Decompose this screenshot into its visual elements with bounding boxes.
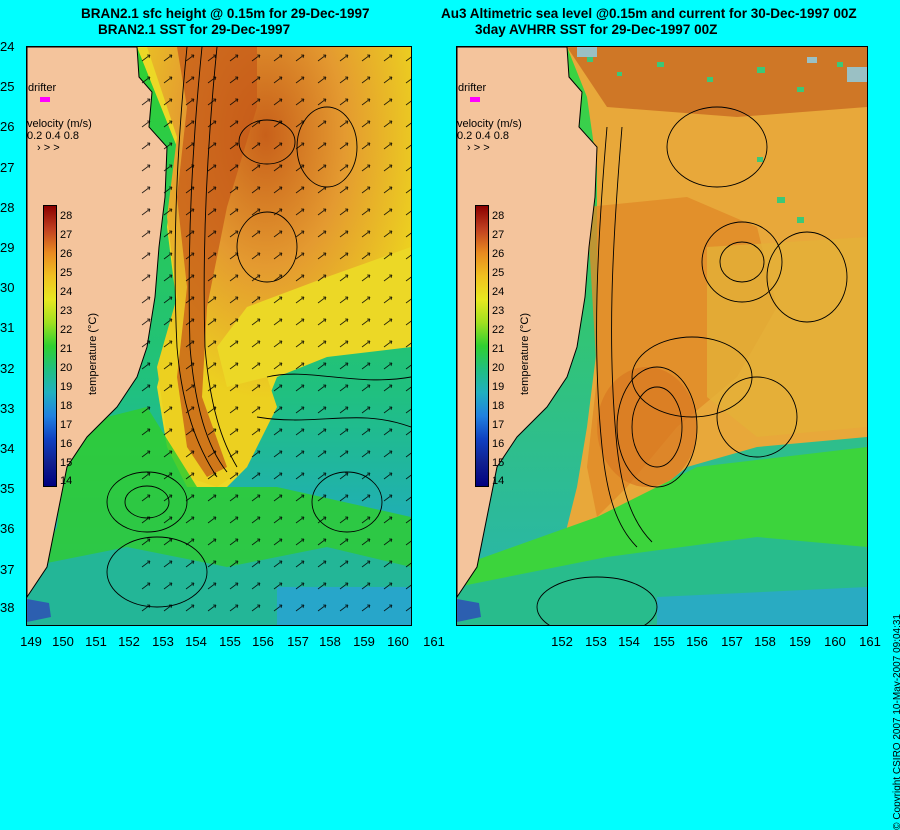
lat-label: 28 [0, 200, 15, 215]
colorbar-tick: 16 [60, 438, 73, 450]
drifter-marker-icon [470, 97, 480, 102]
lon-label: 153 [585, 634, 607, 649]
lat-label: 24 [0, 39, 15, 54]
drifter-legend-right: drifter [458, 82, 486, 102]
lat-label: 26 [0, 119, 15, 134]
lon-label: 151 [85, 634, 107, 649]
drifter-label: drifter [458, 82, 487, 94]
colorbar-tick: 23 [492, 305, 505, 317]
lat-label: 35 [0, 481, 15, 496]
colorbar-tick: 20 [492, 362, 505, 374]
lon-label: 157 [721, 634, 743, 649]
lat-label: 32 [0, 361, 15, 376]
lat-label: 27 [0, 160, 15, 175]
lat-label: 34 [0, 441, 15, 456]
colorbar-tick: 19 [492, 381, 505, 393]
velocity-legend-left: velocity (m/s) 0.2 0.4 0.8 › > > [27, 118, 92, 154]
lat-label: 30 [0, 280, 15, 295]
lon-label: 155 [219, 634, 241, 649]
colorbar-tick: 16 [492, 438, 505, 450]
colorbar-tick: 14 [492, 475, 505, 487]
lon-label: 157 [287, 634, 309, 649]
lon-label: 149 [20, 634, 42, 649]
left-map-panel [26, 46, 412, 626]
colorbar-tick: 26 [60, 248, 73, 260]
colorbar-tick: 18 [60, 400, 73, 412]
colorbar-tick: 15 [492, 457, 505, 469]
colorbar-tick: 17 [60, 419, 73, 431]
colorbar-tick: 24 [60, 286, 73, 298]
lon-label: 152 [118, 634, 140, 649]
lon-label: 154 [618, 634, 640, 649]
lon-label: 159 [789, 634, 811, 649]
drifter-label: drifter [28, 82, 57, 94]
drifter-marker-icon [40, 97, 50, 102]
lon-label: 158 [319, 634, 341, 649]
left-title-line1: BRAN2.1 sfc height @ 0.15m for 29-Dec-19… [81, 6, 370, 21]
colorbar-tick: 21 [492, 343, 505, 355]
colorbar-tick: 25 [492, 267, 505, 279]
colorbar-label: temperature (°C) [519, 312, 531, 395]
lon-label: 153 [152, 634, 174, 649]
colorbar-tick: 21 [60, 343, 73, 355]
left-sst-map [27, 47, 411, 625]
velocity-label: velocity (m/s) [457, 118, 522, 130]
lat-label: 36 [0, 521, 15, 536]
lon-label: 154 [185, 634, 207, 649]
colorbar-tick: 24 [492, 286, 505, 298]
lon-label: 160 [824, 634, 846, 649]
lon-label: 158 [754, 634, 776, 649]
velocity-scale: 0.2 0.4 0.8 [27, 130, 79, 142]
colorbar-tick: 28 [492, 210, 505, 222]
lon-label: 156 [686, 634, 708, 649]
lat-label: 38 [0, 600, 15, 615]
right-sst-map [457, 47, 867, 625]
colorbar-tick: 15 [60, 457, 73, 469]
colorbar-tick: 26 [492, 248, 505, 260]
colorbar-tick: 18 [492, 400, 505, 412]
colorbar-tick: 25 [60, 267, 73, 279]
copyright-text: © Copyright CSIRO 2007 10-May-2007 09:04… [892, 614, 900, 830]
lon-label: 150 [52, 634, 74, 649]
colorbar-tick: 23 [60, 305, 73, 317]
colorbar-tick: 19 [60, 381, 73, 393]
right-map-panel [456, 46, 868, 626]
lat-label: 31 [0, 320, 15, 335]
lon-label: 161 [859, 634, 881, 649]
lat-label: 29 [0, 240, 15, 255]
velocity-arrows-icon: › > > [467, 142, 490, 154]
colorbar-tick: 22 [60, 324, 73, 336]
lon-label: 152 [551, 634, 573, 649]
right-title-line1: Au3 Altimetric sea level @0.15m and curr… [441, 6, 857, 21]
lon-label: 159 [353, 634, 375, 649]
lat-label: 33 [0, 401, 15, 416]
colorbar-tick: 14 [60, 475, 73, 487]
velocity-arrows-icon: › > > [37, 142, 60, 154]
colorbar-tick: 27 [492, 229, 505, 241]
colorbar-gradient [43, 205, 57, 487]
right-title-line2: 3day AVHRR SST for 29-Dec-1997 00Z [475, 22, 718, 37]
colorbar-tick: 17 [492, 419, 505, 431]
colorbar-tick: 27 [60, 229, 73, 241]
velocity-scale: 0.2 0.4 0.8 [457, 130, 509, 142]
colorbar-tick: 22 [492, 324, 505, 336]
lon-label: 161 [423, 634, 445, 649]
colorbar-label: temperature (°C) [87, 312, 99, 395]
lat-label: 25 [0, 79, 15, 94]
lon-label: 160 [387, 634, 409, 649]
colorbar-tick: 28 [60, 210, 73, 222]
lon-label: 155 [653, 634, 675, 649]
velocity-legend-right: velocity (m/s) 0.2 0.4 0.8 › > > [457, 118, 522, 154]
lat-label: 37 [0, 562, 15, 577]
lon-label: 156 [252, 634, 274, 649]
left-title-line2: BRAN2.1 SST for 29-Dec-1997 [98, 22, 291, 37]
drifter-legend-left: drifter [28, 82, 56, 102]
colorbar-gradient [475, 205, 489, 487]
velocity-label: velocity (m/s) [27, 118, 92, 130]
colorbar-tick: 20 [60, 362, 73, 374]
